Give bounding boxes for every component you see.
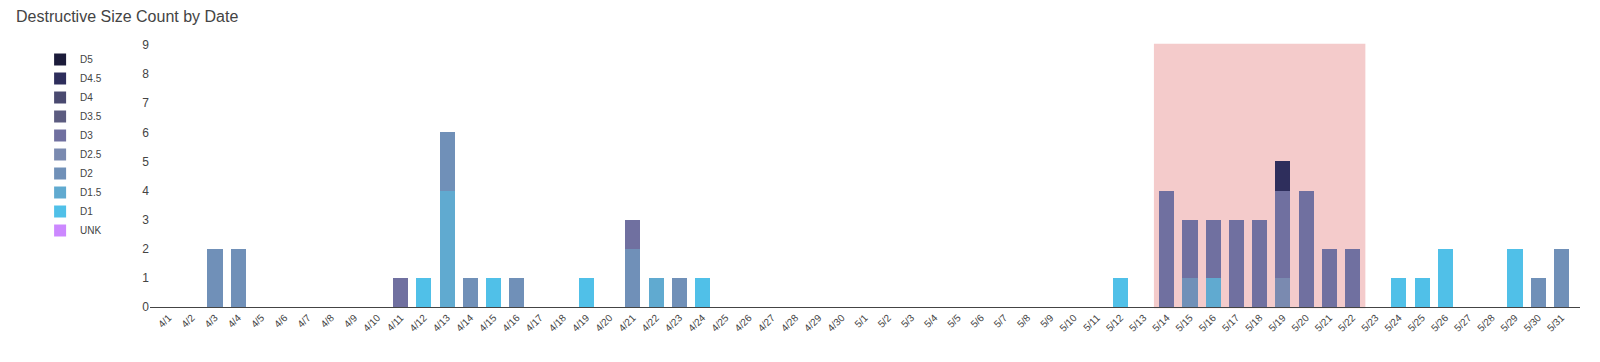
svg-text:5/4: 5/4 bbox=[922, 312, 940, 330]
svg-text:D4.5: D4.5 bbox=[80, 73, 102, 84]
svg-text:4/27: 4/27 bbox=[756, 312, 778, 334]
svg-text:1: 1 bbox=[142, 271, 149, 285]
svg-text:5/19: 5/19 bbox=[1266, 312, 1288, 334]
svg-text:D2: D2 bbox=[80, 168, 93, 179]
svg-text:4/6: 4/6 bbox=[272, 312, 290, 330]
svg-text:5/20: 5/20 bbox=[1289, 312, 1311, 334]
svg-text:5/28: 5/28 bbox=[1475, 312, 1497, 334]
svg-text:2: 2 bbox=[142, 242, 149, 256]
svg-text:5/23: 5/23 bbox=[1359, 312, 1381, 334]
svg-text:D3.5: D3.5 bbox=[80, 111, 102, 122]
svg-text:5/3: 5/3 bbox=[899, 312, 917, 330]
svg-text:4/9: 4/9 bbox=[342, 312, 360, 330]
svg-text:5/27: 5/27 bbox=[1452, 312, 1474, 334]
svg-text:4/20: 4/20 bbox=[593, 312, 615, 334]
svg-text:3: 3 bbox=[142, 213, 149, 227]
svg-text:5/18: 5/18 bbox=[1243, 312, 1265, 334]
svg-text:5/29: 5/29 bbox=[1498, 312, 1520, 334]
svg-text:4/22: 4/22 bbox=[639, 312, 661, 334]
svg-text:D1: D1 bbox=[80, 206, 93, 217]
svg-text:4/4: 4/4 bbox=[226, 312, 244, 330]
svg-text:4/30: 4/30 bbox=[825, 312, 847, 334]
svg-text:4/18: 4/18 bbox=[547, 312, 569, 334]
svg-text:4/2: 4/2 bbox=[179, 312, 197, 330]
svg-text:9: 9 bbox=[142, 38, 149, 52]
svg-text:D2.5: D2.5 bbox=[80, 149, 102, 160]
svg-text:5/11: 5/11 bbox=[1081, 312, 1102, 333]
svg-text:5/30: 5/30 bbox=[1522, 312, 1544, 334]
svg-text:4/8: 4/8 bbox=[318, 312, 336, 330]
svg-text:5/24: 5/24 bbox=[1382, 312, 1404, 334]
svg-text:D5: D5 bbox=[80, 54, 93, 65]
svg-text:5/8: 5/8 bbox=[1015, 312, 1033, 330]
svg-text:UNK: UNK bbox=[80, 225, 101, 236]
svg-text:5/5: 5/5 bbox=[945, 312, 963, 330]
svg-text:5/14: 5/14 bbox=[1150, 312, 1172, 334]
svg-text:4/17: 4/17 bbox=[523, 312, 545, 334]
svg-text:5/1: 5/1 bbox=[852, 312, 870, 330]
svg-text:4/1: 4/1 bbox=[156, 312, 174, 330]
svg-text:4/13: 4/13 bbox=[431, 312, 453, 334]
svg-text:5/17: 5/17 bbox=[1220, 312, 1242, 334]
svg-text:0: 0 bbox=[142, 300, 149, 314]
svg-text:5/31: 5/31 bbox=[1545, 312, 1567, 334]
svg-text:D3: D3 bbox=[80, 130, 93, 141]
svg-text:5/22: 5/22 bbox=[1336, 312, 1358, 334]
svg-text:D4: D4 bbox=[80, 92, 93, 103]
svg-text:5/13: 5/13 bbox=[1127, 312, 1149, 334]
svg-text:4/21: 4/21 bbox=[616, 312, 638, 334]
svg-text:4/14: 4/14 bbox=[454, 312, 476, 334]
svg-text:Destructive Size Count by Date: Destructive Size Count by Date bbox=[16, 8, 238, 25]
svg-text:4/15: 4/15 bbox=[477, 312, 499, 334]
svg-text:D1.5: D1.5 bbox=[80, 187, 102, 198]
svg-text:4/29: 4/29 bbox=[802, 312, 824, 334]
svg-text:4/12: 4/12 bbox=[407, 312, 429, 334]
svg-text:8: 8 bbox=[142, 67, 149, 81]
svg-text:5/2: 5/2 bbox=[876, 312, 894, 330]
svg-text:4/5: 4/5 bbox=[249, 312, 267, 330]
svg-text:4/26: 4/26 bbox=[732, 312, 754, 334]
svg-text:4/19: 4/19 bbox=[570, 312, 592, 334]
svg-text:4/25: 4/25 bbox=[709, 312, 731, 334]
svg-text:5/16: 5/16 bbox=[1197, 312, 1219, 334]
svg-text:4/3: 4/3 bbox=[202, 312, 220, 330]
svg-text:4/10: 4/10 bbox=[361, 312, 383, 334]
svg-text:5/9: 5/9 bbox=[1038, 312, 1056, 330]
svg-text:5/15: 5/15 bbox=[1173, 312, 1195, 334]
svg-text:5/25: 5/25 bbox=[1406, 312, 1428, 334]
svg-text:4/16: 4/16 bbox=[500, 312, 522, 334]
svg-text:5/6: 5/6 bbox=[968, 312, 986, 330]
svg-text:5/7: 5/7 bbox=[992, 312, 1010, 330]
svg-text:5: 5 bbox=[142, 155, 149, 169]
svg-text:4/24: 4/24 bbox=[686, 312, 708, 334]
svg-text:5/10: 5/10 bbox=[1057, 312, 1079, 334]
svg-text:5/12: 5/12 bbox=[1104, 312, 1126, 334]
svg-text:6: 6 bbox=[142, 126, 149, 140]
svg-text:4/23: 4/23 bbox=[663, 312, 685, 334]
svg-text:5/21: 5/21 bbox=[1313, 312, 1335, 334]
svg-text:5/26: 5/26 bbox=[1429, 312, 1451, 334]
svg-text:4/11: 4/11 bbox=[385, 312, 406, 333]
svg-text:7: 7 bbox=[142, 96, 149, 110]
svg-text:4/28: 4/28 bbox=[779, 312, 801, 334]
svg-text:4/7: 4/7 bbox=[295, 312, 313, 330]
svg-text:4: 4 bbox=[142, 184, 149, 198]
